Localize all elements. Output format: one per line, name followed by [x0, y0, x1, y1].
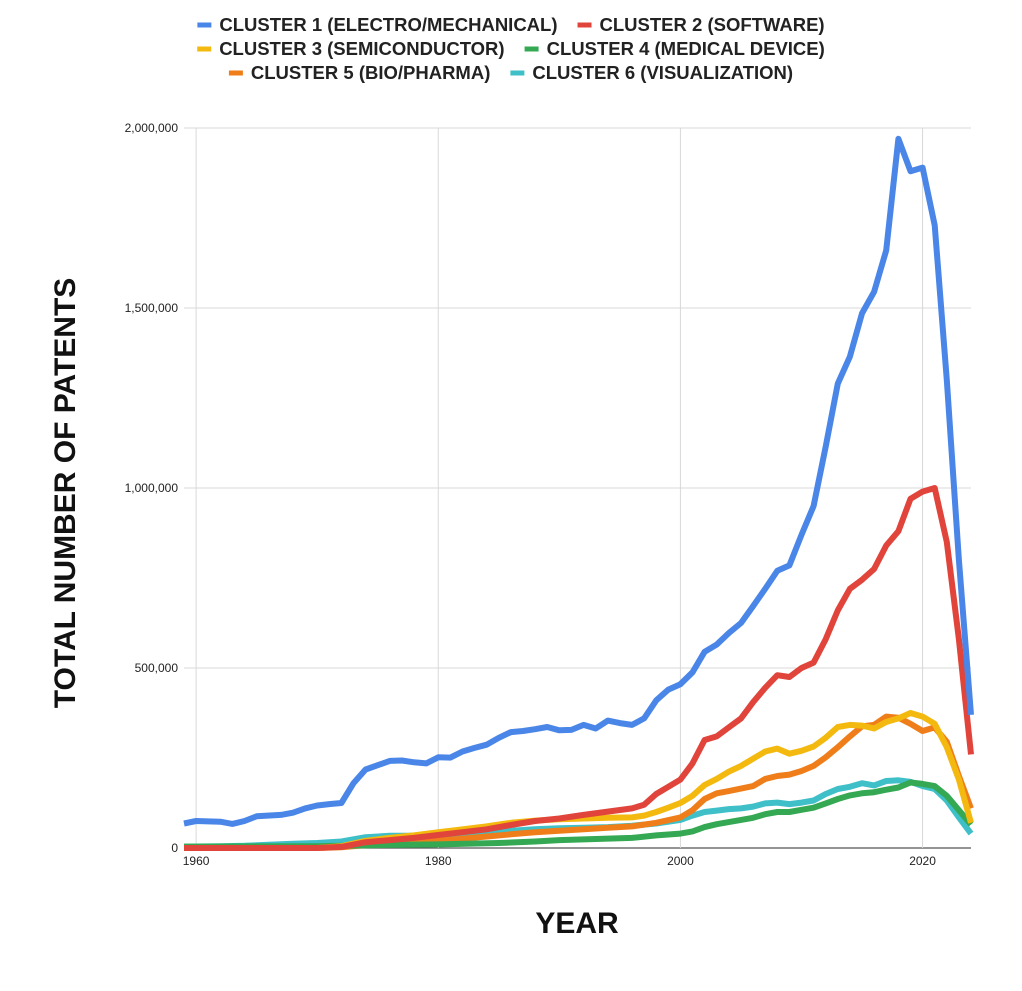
- legend-item-cluster-5: CLUSTER 5 (BIO/PHARMA): [228, 62, 490, 83]
- x-tick-label: 1960: [183, 854, 210, 868]
- y-tick-label: 1,500,000: [125, 301, 179, 315]
- y-tick-label: 1,000,000: [125, 481, 179, 495]
- legend-item-cluster-2: CLUSTER 2 (SOFTWARE): [577, 14, 825, 35]
- series-line-cluster-6: [183, 777, 974, 850]
- tick-labels: 0 500,000 1,000,000 1,500,000 2,000,000 1960 1…: [125, 121, 937, 868]
- legend-item-cluster-4: CLUSTER 4 (MEDICAL DEVICE): [524, 38, 825, 59]
- legend-label: CLUSTER 3 (SEMICONDUCTOR): [219, 38, 504, 59]
- legend: CLUSTER 1 (ELECTRO/MECHANICAL) CLUSTER 2 …: [197, 14, 825, 83]
- y-tick-label: 0: [171, 841, 178, 855]
- legend-label: CLUSTER 1 (ELECTRO/MECHANICAL): [219, 14, 557, 35]
- series-line-cluster-4: [183, 779, 974, 850]
- series-line-cluster-1: [183, 135, 974, 827]
- y-axis-title: TOTAL NUMBER OF PATENTS: [49, 278, 82, 709]
- y-tick-label: 500,000: [135, 661, 179, 675]
- legend-label: CLUSTER 6 (VISUALIZATION): [532, 62, 793, 83]
- y-tick-label: 2,000,000: [125, 121, 179, 135]
- legend-item-cluster-6: CLUSTER 6 (VISUALIZATION): [510, 62, 793, 83]
- legend-label: CLUSTER 4 (MEDICAL DEVICE): [547, 38, 825, 59]
- legend-label: CLUSTER 2 (SOFTWARE): [600, 14, 825, 35]
- legend-item-cluster-3: CLUSTER 3 (SEMICONDUCTOR): [197, 38, 505, 59]
- series-line-cluster-2: [184, 485, 974, 851]
- series-lines: [183, 135, 974, 851]
- x-axis-title: YEAR: [535, 907, 619, 940]
- legend-label: CLUSTER 5 (BIO/PHARMA): [251, 62, 490, 83]
- legend-item-cluster-1: CLUSTER 1 (ELECTRO/MECHANICAL): [197, 14, 558, 35]
- x-tick-label: 2000: [667, 854, 694, 868]
- x-tick-label: 2020: [909, 854, 936, 868]
- series-line-cluster-5: [184, 713, 974, 851]
- x-tick-label: 1980: [425, 854, 452, 868]
